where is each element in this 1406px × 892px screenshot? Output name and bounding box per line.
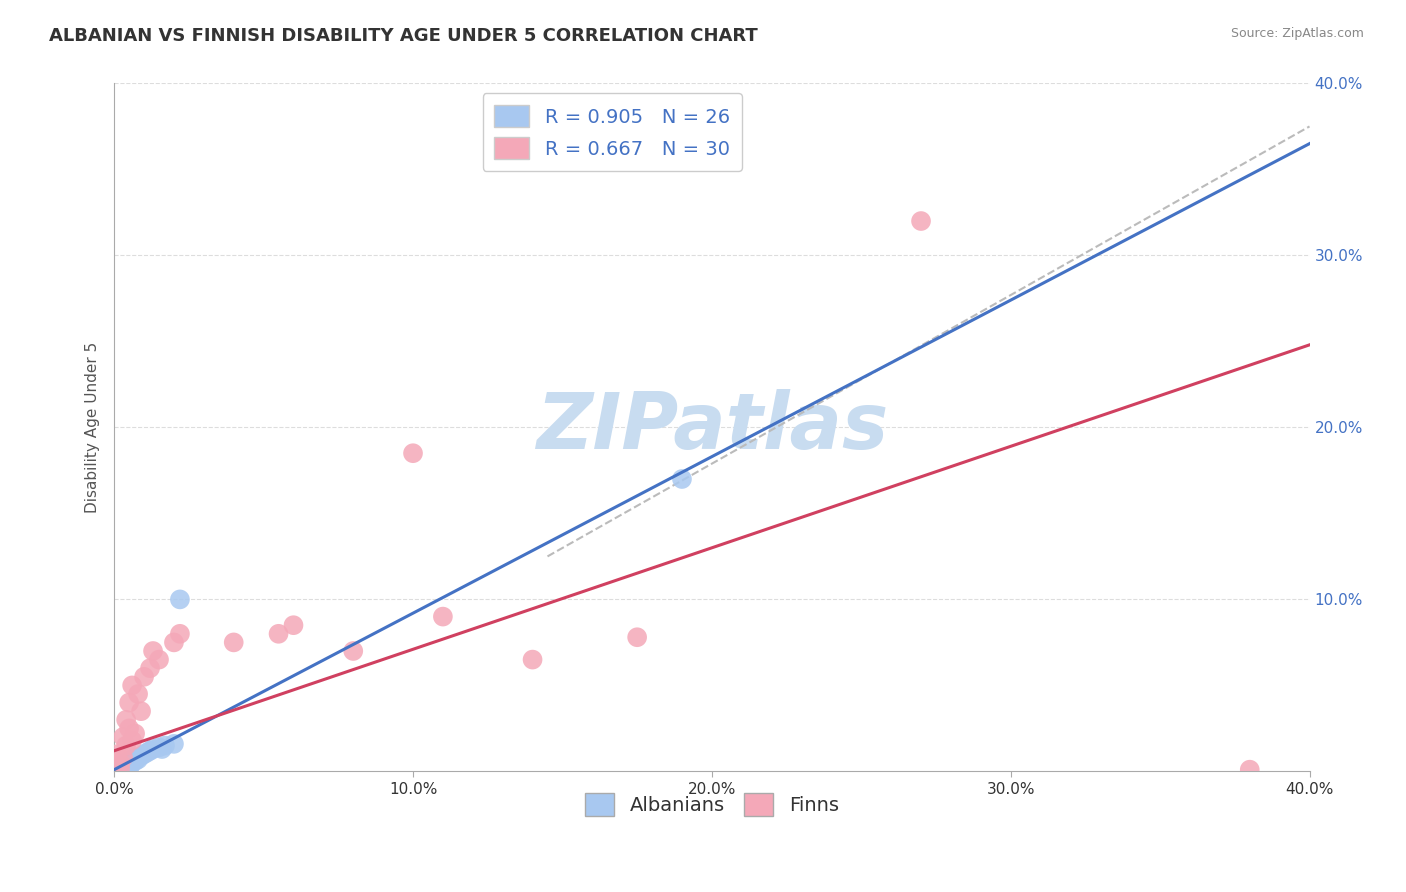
Point <box>139 661 162 675</box>
Point <box>115 759 138 773</box>
Point <box>105 763 128 777</box>
Point <box>129 748 152 763</box>
Text: Source: ZipAtlas.com: Source: ZipAtlas.com <box>1230 27 1364 40</box>
Point <box>136 746 159 760</box>
Point <box>163 737 186 751</box>
Point <box>121 752 143 766</box>
Point <box>139 744 162 758</box>
Point <box>169 592 191 607</box>
Point <box>118 722 141 736</box>
Point <box>522 652 544 666</box>
Point <box>118 757 141 772</box>
Point <box>153 739 176 753</box>
Point <box>124 726 146 740</box>
Point <box>342 644 364 658</box>
Point <box>121 678 143 692</box>
Point <box>121 756 143 770</box>
Point <box>150 742 173 756</box>
Point <box>124 754 146 768</box>
Point <box>121 733 143 747</box>
Point <box>148 652 170 666</box>
Point <box>108 756 131 770</box>
Legend: Albanians, Finns: Albanians, Finns <box>576 786 846 823</box>
Point <box>108 759 131 773</box>
Point <box>163 635 186 649</box>
Point <box>129 704 152 718</box>
Point <box>112 761 135 775</box>
Point <box>115 713 138 727</box>
Point <box>105 747 128 762</box>
Point <box>118 696 141 710</box>
Point <box>127 752 149 766</box>
Point <box>432 609 454 624</box>
Point <box>108 761 131 775</box>
Point <box>267 627 290 641</box>
Point <box>112 730 135 744</box>
Point <box>127 687 149 701</box>
Point <box>148 740 170 755</box>
Point <box>910 214 932 228</box>
Point <box>124 750 146 764</box>
Text: ZIPatlas: ZIPatlas <box>536 390 889 466</box>
Point <box>142 644 165 658</box>
Point <box>1239 763 1261 777</box>
Point <box>112 750 135 764</box>
Point <box>132 747 155 762</box>
Point <box>115 756 138 770</box>
Point <box>132 670 155 684</box>
Point <box>283 618 305 632</box>
Point <box>118 754 141 768</box>
Point <box>115 739 138 753</box>
Point <box>112 757 135 772</box>
Point <box>402 446 425 460</box>
Point <box>108 761 131 775</box>
Point <box>671 472 693 486</box>
Y-axis label: Disability Age Under 5: Disability Age Under 5 <box>86 342 100 513</box>
Point <box>222 635 245 649</box>
Point <box>169 627 191 641</box>
Point <box>118 763 141 777</box>
Text: ALBANIAN VS FINNISH DISABILITY AGE UNDER 5 CORRELATION CHART: ALBANIAN VS FINNISH DISABILITY AGE UNDER… <box>49 27 758 45</box>
Point <box>626 630 648 644</box>
Point <box>142 742 165 756</box>
